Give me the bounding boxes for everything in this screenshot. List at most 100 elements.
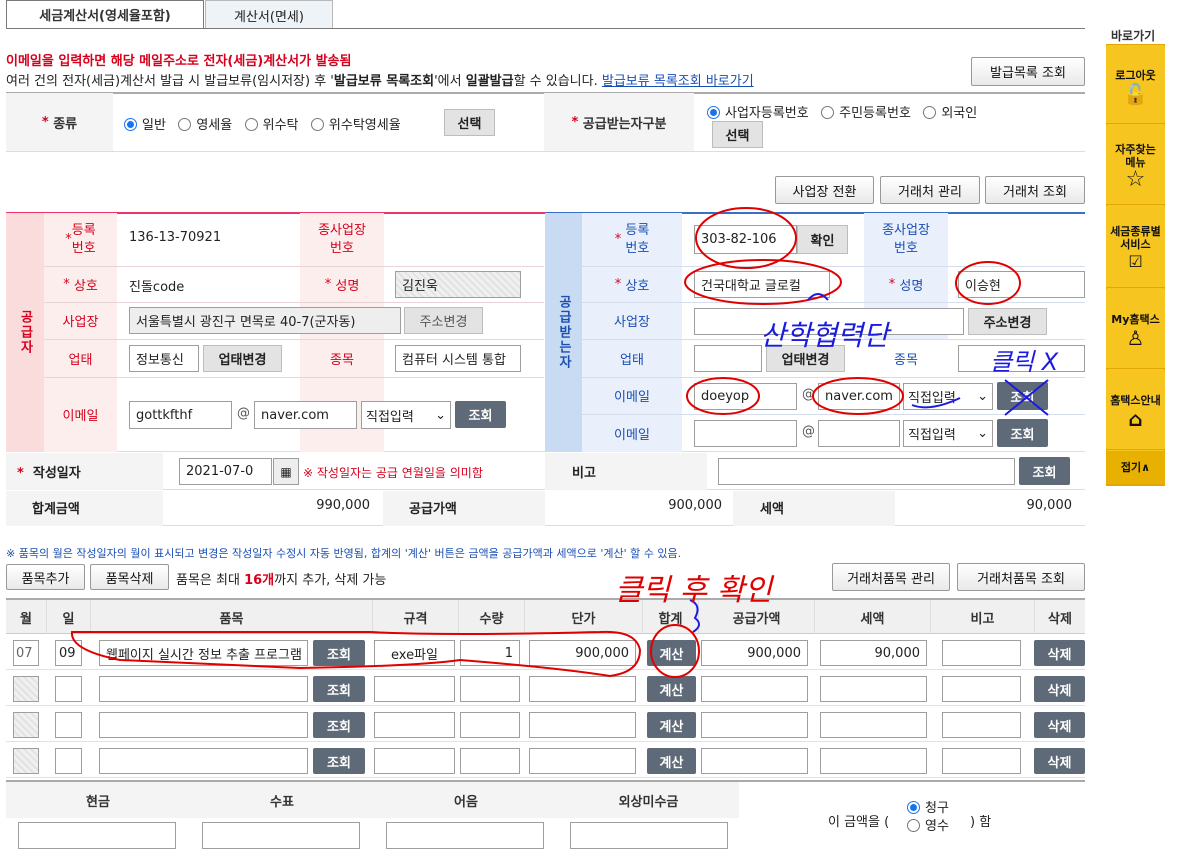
row-tax[interactable]: [820, 748, 927, 774]
row-price[interactable]: 900,000: [529, 640, 636, 666]
rcv-biz-button[interactable]: 업태변경: [766, 345, 845, 372]
row-tax[interactable]: [820, 712, 927, 738]
rcv-reg-field[interactable]: 303-82-106: [694, 225, 797, 254]
row-delete-button[interactable]: 삭제: [1034, 676, 1085, 702]
recv-radio-group[interactable]: 사업자등록번호 주민등록번호 외국인: [707, 102, 977, 121]
switch-workplace-button[interactable]: 사업장 전환: [775, 176, 874, 204]
sup-biz-button[interactable]: 업태변경: [203, 345, 282, 372]
remark-field[interactable]: [718, 458, 1015, 485]
type-radio-group[interactable]: 일반 영세율 위수탁 위수탁영세율: [124, 114, 401, 133]
rcv-ceo-field[interactable]: 이승현: [958, 271, 1085, 298]
radio-resident[interactable]: [821, 106, 835, 119]
row-qty[interactable]: [460, 712, 520, 738]
rcv-email2-select[interactable]: 직접입력 ⌄: [903, 420, 993, 447]
row-item[interactable]: 웹페이지 실시간 정보 추출 프로그램: [99, 640, 308, 666]
row-remark[interactable]: [942, 640, 1021, 666]
row-day[interactable]: [55, 712, 82, 738]
row-delete-button[interactable]: 삭제: [1034, 640, 1085, 666]
row-remark[interactable]: [942, 712, 1021, 738]
type-select-button[interactable]: 선택: [444, 109, 495, 136]
rcv-addr-field[interactable]: [694, 308, 964, 335]
add-item-button[interactable]: 품목추가: [6, 564, 85, 590]
date-field[interactable]: 2021-07-0: [179, 458, 272, 485]
row-calc-button[interactable]: 계산: [647, 712, 696, 738]
row-calc-button[interactable]: 계산: [647, 748, 696, 774]
row-qty[interactable]: [460, 748, 520, 774]
rcv-email2-id[interactable]: [694, 420, 797, 447]
client-item-query-button[interactable]: 거래처품목 조회: [957, 563, 1085, 591]
row-price[interactable]: [529, 676, 636, 702]
row-query-button[interactable]: 조회: [313, 640, 365, 666]
radio-foreigner[interactable]: [923, 106, 937, 119]
issue-list-button[interactable]: 발급목록 조회: [971, 57, 1085, 86]
quick-logout[interactable]: 로그아웃 🔓: [1106, 46, 1165, 124]
radio-zero-rate[interactable]: [178, 118, 192, 131]
row-supply[interactable]: [701, 712, 808, 738]
rcv-addr-button[interactable]: 주소변경: [968, 308, 1047, 335]
sup-email-domain[interactable]: naver.com: [254, 401, 357, 429]
client-manage-button[interactable]: 거래처 관리: [880, 176, 980, 204]
quick-fold[interactable]: 접기∧: [1106, 451, 1165, 485]
row-item[interactable]: [99, 712, 308, 738]
remark-button[interactable]: 조회: [1019, 457, 1070, 485]
sup-item-field[interactable]: 컴퓨터 시스템 통합: [395, 345, 521, 372]
radio-claim[interactable]: [907, 801, 920, 814]
rcv-email2-domain[interactable]: [818, 420, 900, 447]
row-tax[interactable]: 90,000: [820, 640, 927, 666]
row-day[interactable]: [55, 748, 82, 774]
delete-item-button[interactable]: 품목삭제: [90, 564, 169, 590]
row-query-button[interactable]: 조회: [313, 712, 365, 738]
pay-credit-field[interactable]: [570, 822, 728, 849]
row-item[interactable]: [99, 676, 308, 702]
pay-note-field[interactable]: [386, 822, 544, 849]
calendar-icon[interactable]: ▦: [273, 458, 299, 485]
rcv-email2-button[interactable]: 조회: [997, 419, 1048, 447]
hold-list-link[interactable]: 발급보류 목록조회 바로가기: [601, 74, 754, 89]
row-tax[interactable]: [820, 676, 927, 702]
rcv-name-field[interactable]: 건국대학교 글로컬: [694, 271, 830, 298]
row-spec[interactable]: [374, 712, 455, 738]
rcv-email-domain[interactable]: naver.com: [818, 383, 900, 410]
row-day[interactable]: [55, 676, 82, 702]
row-spec[interactable]: [374, 676, 455, 702]
radio-bizno[interactable]: [707, 106, 720, 119]
pay-cash-field[interactable]: [18, 822, 176, 849]
quick-guide[interactable]: 홈택스안내 ⌂: [1106, 370, 1165, 450]
radio-receipt[interactable]: [907, 819, 920, 832]
client-item-manage-button[interactable]: 거래처품목 관리: [832, 563, 950, 591]
rcv-email-select[interactable]: 직접입력 ⌄: [903, 383, 993, 410]
sup-email-id[interactable]: gottkfthf: [129, 401, 232, 429]
row-supply[interactable]: [701, 676, 808, 702]
radio-consign[interactable]: [244, 118, 258, 131]
row-day[interactable]: 09: [55, 640, 82, 666]
radio-normal[interactable]: [124, 118, 137, 131]
row-calc-button[interactable]: 계산: [647, 640, 696, 666]
pay-check-field[interactable]: [202, 822, 360, 849]
row-supply[interactable]: [701, 748, 808, 774]
row-delete-button[interactable]: 삭제: [1034, 712, 1085, 738]
tab-invoice-exempt[interactable]: 계산서(면세): [205, 0, 333, 29]
row-item[interactable]: [99, 748, 308, 774]
rcv-confirm-button[interactable]: 확인: [797, 225, 848, 254]
row-spec[interactable]: [374, 748, 455, 774]
sup-email-button[interactable]: 조회: [455, 401, 506, 428]
recv-select-button[interactable]: 선택: [712, 121, 763, 148]
row-price[interactable]: [529, 712, 636, 738]
client-query-button[interactable]: 거래처 조회: [985, 176, 1085, 204]
row-spec[interactable]: exe파일: [374, 640, 455, 666]
rcv-biz-field[interactable]: [694, 345, 762, 372]
amount-radios[interactable]: 청구 영수: [907, 800, 949, 836]
quick-tax-service[interactable]: 세금종류별 서비스 ☑: [1106, 206, 1165, 288]
rcv-item-field[interactable]: [958, 345, 1085, 372]
row-query-button[interactable]: 조회: [313, 748, 365, 774]
sup-email-select[interactable]: 직접입력 ⌄: [361, 401, 451, 429]
quick-my-hometax[interactable]: My홈택스 ♙: [1106, 289, 1165, 369]
radio-consign-zero[interactable]: [310, 118, 324, 131]
row-query-button[interactable]: 조회: [313, 676, 365, 702]
row-remark[interactable]: [942, 748, 1021, 774]
row-remark[interactable]: [942, 676, 1021, 702]
quick-favorites[interactable]: 자주찾는 메뉴 ☆: [1106, 125, 1165, 205]
sup-biz-field[interactable]: 정보통신: [129, 345, 199, 372]
row-qty[interactable]: [460, 676, 520, 702]
sup-addr-button[interactable]: 주소변경: [404, 307, 483, 334]
